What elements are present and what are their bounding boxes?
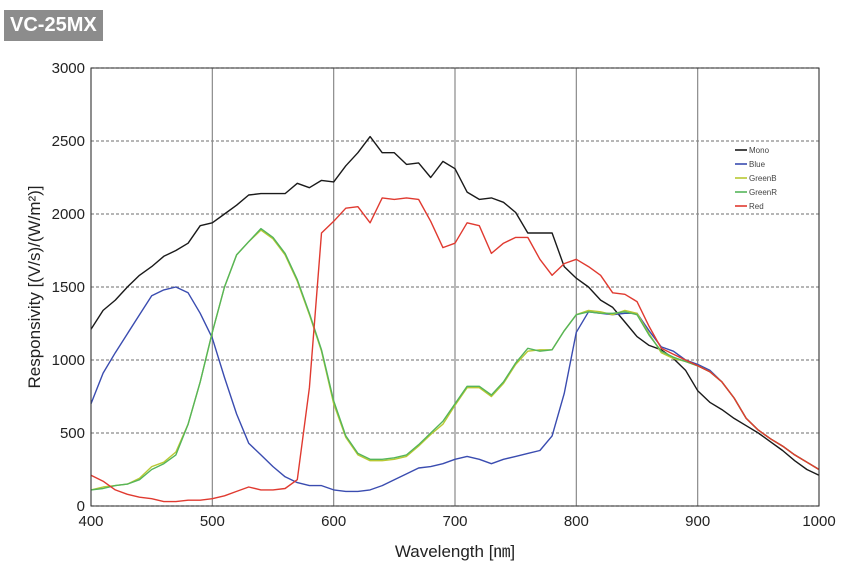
legend-label-mono: Mono — [749, 146, 770, 155]
legend-label-greenb: GreenB — [749, 174, 777, 183]
y-tick-label: 2000 — [52, 206, 85, 223]
x-tick-label: 1000 — [802, 513, 835, 530]
y-tick-label: 500 — [60, 425, 85, 442]
x-tick-label: 900 — [685, 513, 710, 530]
legend-label-blue: Blue — [749, 160, 766, 169]
model-badge: VC-25MX — [4, 10, 103, 41]
x-axis-label: Wavelength [㎚] — [395, 542, 515, 561]
y-tick-label: 0 — [77, 498, 85, 515]
legend: Mono Blue GreenB GreenR Red — [735, 146, 777, 211]
series-line-red — [90, 197, 820, 503]
y-axis-label: Responsivity [(V/s)/(W/m²)] — [25, 185, 44, 388]
series-lines — [90, 135, 820, 503]
y-tick-label: 3000 — [52, 60, 85, 77]
x-tick-label: 500 — [200, 513, 225, 530]
series-line-mono — [90, 135, 820, 476]
y-tick-label: 1000 — [52, 352, 85, 369]
x-tick-label: 600 — [321, 513, 346, 530]
plot-frame — [90, 67, 820, 507]
legend-label-greenr: GreenR — [749, 188, 777, 197]
x-tick-label: 700 — [442, 513, 467, 530]
legend-label-red: Red — [749, 202, 764, 211]
series-line-blue — [90, 286, 820, 493]
y-tick-label: 1500 — [52, 279, 85, 296]
x-tick-label: 800 — [564, 513, 589, 530]
y-tick-label: 2500 — [52, 133, 85, 150]
tick-labels: 400 500 600 700 800 900 1000 0 500 1000 1500 2000 25… — [52, 60, 836, 530]
x-tick-label: 400 — [78, 513, 103, 530]
